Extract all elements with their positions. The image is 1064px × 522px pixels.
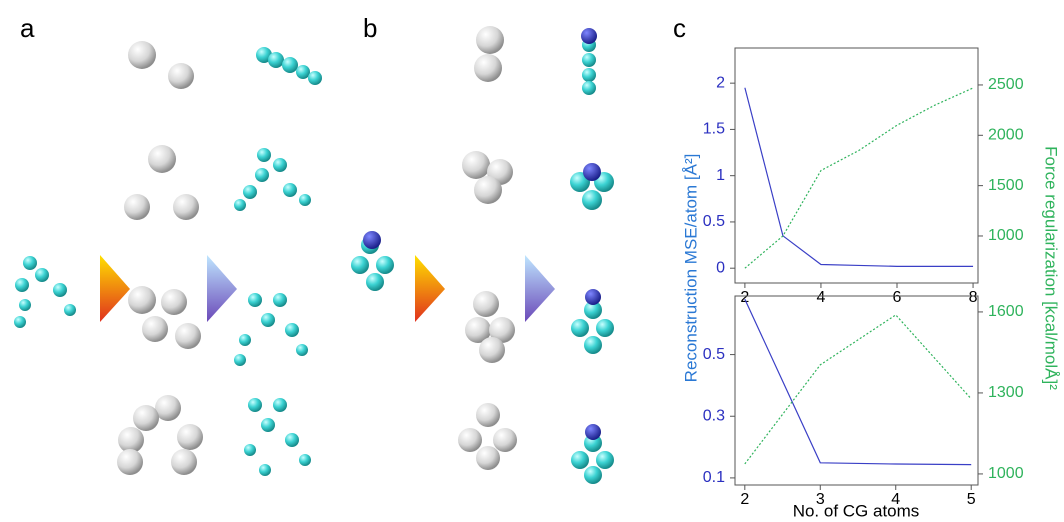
x-tick-label: 5: [967, 491, 976, 508]
plot-frame: [735, 296, 978, 485]
y2-tick-label: 1000: [988, 465, 1024, 482]
data-line: [745, 299, 971, 465]
figure: a b c 246800.511.52100015002000250023450…: [0, 0, 1064, 522]
y-tick-label: 0.5: [703, 346, 725, 363]
x-tick-label: 6: [893, 289, 902, 306]
y-tick-label: 1.5: [703, 121, 725, 138]
plot-frame: [735, 48, 978, 283]
panel-label: b: [363, 13, 377, 43]
y2-tick-label: 1300: [988, 384, 1024, 401]
x-tick-label: 8: [969, 289, 978, 306]
x-tick-label: 2: [740, 491, 749, 508]
y2-tick-label: 2500: [988, 76, 1024, 93]
y2-tick-label: 1500: [988, 177, 1024, 194]
y-tick-label: 0: [716, 259, 725, 276]
panel-label: a: [20, 13, 35, 43]
x-tick-label: 2: [740, 289, 749, 306]
x-axis-label: No. of CG atoms: [793, 501, 920, 520]
y2-tick-label: 2000: [988, 127, 1024, 144]
y2-axis-label: Force regularization [kcal/molÅ]²: [1042, 146, 1061, 390]
y-tick-label: 2: [716, 74, 725, 91]
y-axis-label: Reconstruction MSE/atom [Å²]: [681, 154, 700, 383]
x-tick-label: 4: [816, 289, 825, 306]
data-line: [745, 88, 973, 268]
molecule-illustrations: [14, 26, 614, 484]
y2-tick-label: 1000: [988, 227, 1024, 244]
data-line: [745, 315, 971, 464]
y-tick-label: 0.1: [703, 469, 725, 486]
y-tick-label: 1: [716, 167, 725, 184]
panel-label: c: [673, 13, 686, 43]
y-tick-label: 0.3: [703, 407, 725, 424]
y-tick-label: 0.5: [703, 213, 725, 230]
y2-tick-label: 1600: [988, 303, 1024, 320]
